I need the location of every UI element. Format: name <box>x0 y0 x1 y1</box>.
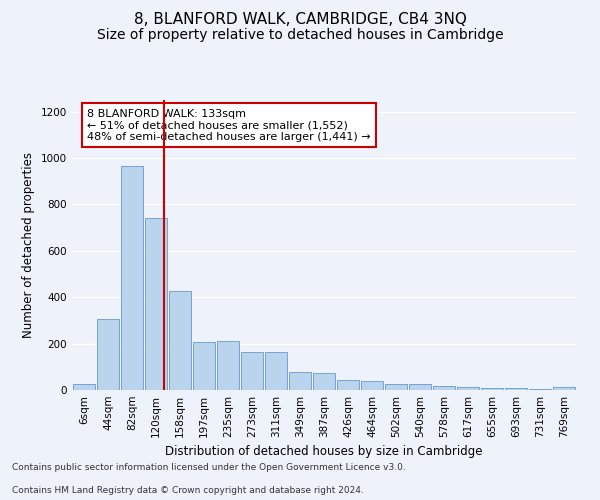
Bar <box>337 380 359 390</box>
Bar <box>193 342 215 390</box>
Text: 8, BLANFORD WALK, CAMBRIDGE, CB4 3NQ: 8, BLANFORD WALK, CAMBRIDGE, CB4 3NQ <box>134 12 466 28</box>
Bar <box>385 384 407 390</box>
Bar <box>529 389 551 390</box>
Bar <box>409 384 431 390</box>
Text: Contains HM Land Registry data © Crown copyright and database right 2024.: Contains HM Land Registry data © Crown c… <box>12 486 364 495</box>
Text: 8 BLANFORD WALK: 133sqm
← 51% of detached houses are smaller (1,552)
48% of semi: 8 BLANFORD WALK: 133sqm ← 51% of detache… <box>87 108 371 142</box>
Bar <box>241 352 263 390</box>
Bar <box>97 319 119 390</box>
Bar <box>145 218 167 390</box>
Bar <box>217 342 239 390</box>
Text: Size of property relative to detached houses in Cambridge: Size of property relative to detached ho… <box>97 28 503 42</box>
Bar <box>121 166 143 390</box>
Bar <box>361 381 383 390</box>
Bar <box>433 386 455 390</box>
Bar <box>265 352 287 390</box>
Bar <box>289 372 311 390</box>
Bar <box>169 292 191 390</box>
Bar <box>313 372 335 390</box>
Bar <box>73 384 95 390</box>
X-axis label: Distribution of detached houses by size in Cambridge: Distribution of detached houses by size … <box>165 446 483 458</box>
Bar <box>481 388 503 390</box>
Bar <box>553 387 575 390</box>
Text: Contains public sector information licensed under the Open Government Licence v3: Contains public sector information licen… <box>12 464 406 472</box>
Bar <box>505 388 527 390</box>
Bar <box>457 386 479 390</box>
Y-axis label: Number of detached properties: Number of detached properties <box>22 152 35 338</box>
